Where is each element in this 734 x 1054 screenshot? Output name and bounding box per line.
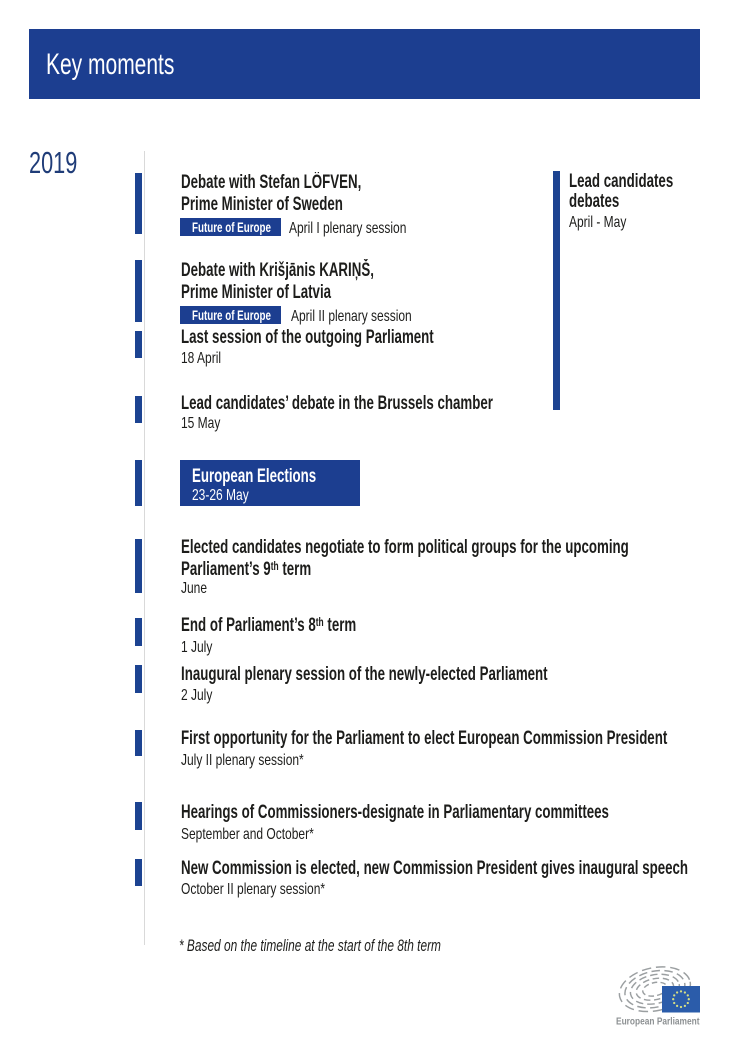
svg-text:European Parliament: European Parliament: [616, 1017, 700, 1028]
